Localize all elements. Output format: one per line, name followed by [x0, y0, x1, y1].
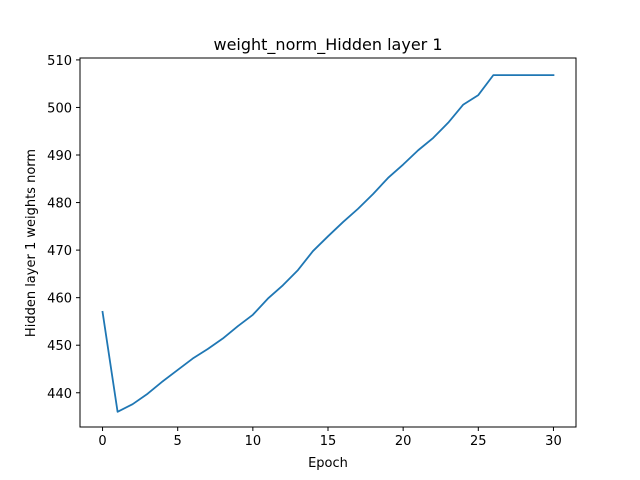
x-tick-label: 30: [545, 434, 562, 449]
data-point: [447, 121, 449, 123]
data-point: [507, 74, 509, 76]
data-point: [252, 314, 254, 316]
chart-title: weight_norm_Hidden layer 1: [213, 35, 442, 55]
data-point: [522, 74, 524, 76]
x-tick-label: 25: [470, 434, 487, 449]
y-tick-label: 500: [47, 101, 72, 116]
data-point: [116, 411, 118, 413]
x-tick-label: 0: [98, 434, 106, 449]
data-point: [327, 235, 329, 237]
data-point: [387, 177, 389, 179]
data-point: [312, 250, 314, 252]
y-axis-label: Hidden layer 1 weights norm: [24, 149, 39, 337]
x-tick-label: 20: [395, 434, 412, 449]
data-point: [237, 325, 239, 327]
data-point: [131, 403, 133, 405]
data-point: [432, 137, 434, 139]
data-point: [267, 297, 269, 299]
data-point: [402, 163, 404, 165]
x-tick-label: 10: [245, 434, 262, 449]
data-point: [372, 193, 374, 195]
data-point: [477, 94, 479, 96]
data-point: [342, 221, 344, 223]
data-point: [177, 369, 179, 371]
data-point: [417, 149, 419, 151]
data-point: [552, 74, 554, 76]
data-point: [492, 74, 494, 76]
data-point: [537, 74, 539, 76]
y-tick-label: 470: [47, 244, 72, 259]
y-tick-label: 450: [47, 339, 72, 354]
data-point: [357, 208, 359, 210]
y-tick-label: 440: [47, 387, 72, 402]
x-tick-label: 5: [174, 434, 182, 449]
x-axis-label: Epoch: [308, 456, 348, 471]
data-point: [282, 284, 284, 286]
y-tick-label: 460: [47, 292, 72, 307]
axes-frame: [79, 57, 577, 428]
data-point: [161, 380, 163, 382]
plot-series: [101, 74, 555, 413]
data-point: [297, 269, 299, 271]
data-point: [207, 348, 209, 350]
y-tick-label: 510: [47, 54, 72, 69]
series-line: [101, 74, 555, 413]
y-tick-label: 490: [47, 149, 72, 164]
x-tick-label: 15: [320, 434, 337, 449]
data-point: [192, 357, 194, 359]
data-point: [222, 337, 224, 339]
y-tick-label: 480: [47, 197, 72, 212]
data-point: [462, 103, 464, 105]
data-point: [146, 393, 148, 395]
data-point: [101, 311, 103, 313]
